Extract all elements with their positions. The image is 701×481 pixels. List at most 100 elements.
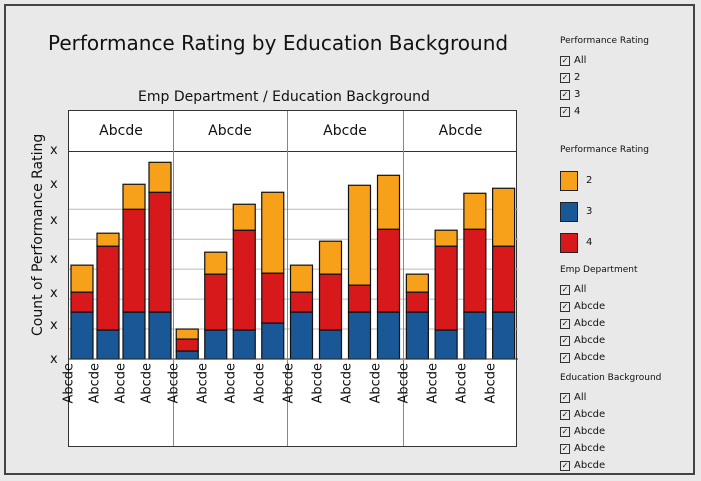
performance-rating-checkbox-item[interactable]: ✓ 2 <box>560 69 649 86</box>
y-tick-label: x <box>50 352 58 367</box>
legend-title: Performance Rating <box>560 145 649 155</box>
emp-department-checkbox-item[interactable]: ✓ Abcde <box>560 332 638 349</box>
panel-header: Abcde <box>208 123 252 139</box>
check-icon[interactable]: ✓ <box>560 409 570 420</box>
check-icon[interactable]: ✓ <box>560 443 570 454</box>
bar-segment-rating-3 <box>347 311 372 360</box>
y-tick-label: x <box>50 143 58 158</box>
bar-segment-rating-2 <box>289 264 314 293</box>
bar-segment-rating-4 <box>261 272 285 324</box>
legend-swatch <box>560 232 578 253</box>
bar-segment-rating-3 <box>232 329 256 360</box>
bar-segment-rating-3 <box>122 311 146 360</box>
bar-segment-rating-4 <box>405 291 429 313</box>
bar-segment-rating-3 <box>318 329 343 360</box>
bar-segment-rating-3 <box>261 322 285 360</box>
bar-segment-rating-3 <box>204 329 228 360</box>
check-icon[interactable]: ✓ <box>560 89 570 100</box>
plot-area: Abcde Abcde Abcde Abcde Abcde Abcde Abcde Abcde… <box>62 110 518 447</box>
category-label: Abcde <box>454 363 470 404</box>
panel-header: Abcde <box>323 123 367 139</box>
check-icon[interactable]: ✓ <box>560 426 570 437</box>
legend-label: 3 <box>586 206 593 217</box>
bar-segment-rating-2 <box>232 203 256 231</box>
education-background-checkbox-item[interactable]: ✓ Abcde <box>560 406 661 423</box>
bar-segment-rating-3 <box>289 311 314 360</box>
x-axis-header: Emp Department / Education Background <box>138 89 430 105</box>
checkbox-label: 3 <box>574 89 581 100</box>
performance-rating-checkbox-item[interactable]: ✓ 3 <box>560 86 649 103</box>
legend-swatch <box>560 170 578 191</box>
check-icon[interactable]: ✓ <box>560 284 570 295</box>
bar-segment-rating-2 <box>175 328 199 340</box>
checkbox-label: Abcde <box>574 318 606 329</box>
emp-department-checkbox-item[interactable]: ✓ All <box>560 281 638 298</box>
header-divider <box>69 151 516 152</box>
emp-department-checkbox-item[interactable]: ✓ Abcde <box>560 349 638 366</box>
bar-segment-rating-2 <box>318 240 343 275</box>
y-tick-label: x <box>50 286 58 301</box>
bar-segment-rating-2 <box>122 183 146 210</box>
check-icon[interactable]: ✓ <box>560 72 570 83</box>
bar-segment-rating-2 <box>70 264 94 293</box>
emp-department-checkbox-item[interactable]: ✓ Abcde <box>560 315 638 332</box>
checkbox-label: All <box>574 392 587 403</box>
chart-title: Performance Rating by Education Backgrou… <box>48 31 509 55</box>
bar-segment-rating-4 <box>122 208 146 313</box>
checkbox-label: Abcde <box>574 335 606 346</box>
bar-segment-rating-2 <box>405 273 429 293</box>
bar-segment-rating-4 <box>70 291 94 313</box>
checkbox-label: Abcde <box>574 301 606 312</box>
bar-segment-rating-2 <box>434 229 458 247</box>
bar-segment-rating-2 <box>347 184 372 286</box>
check-icon[interactable]: ✓ <box>560 460 570 471</box>
category-label: Abcde <box>281 363 297 404</box>
bar-segment-rating-4 <box>204 273 228 331</box>
legend-entry: 4 <box>560 227 649 258</box>
check-icon[interactable]: ✓ <box>560 301 570 312</box>
legend-swatch <box>560 201 578 222</box>
performance-rating-checkbox-item[interactable]: ✓ 4 <box>560 103 649 120</box>
check-icon[interactable]: ✓ <box>560 335 570 346</box>
bar-segment-rating-4 <box>376 228 401 313</box>
emp-department-checkbox-item[interactable]: ✓ Abcde <box>560 298 638 315</box>
bar-segment-rating-2 <box>463 192 487 230</box>
education-background-checkbox-item[interactable]: ✓ Abcde <box>560 457 661 474</box>
checkbox-label: Abcde <box>574 426 606 437</box>
bar-segment-rating-2 <box>492 187 516 247</box>
checkbox-label: Abcde <box>574 409 606 420</box>
check-icon[interactable]: ✓ <box>560 318 570 329</box>
checkbox-label: 2 <box>574 72 581 83</box>
legend-entry: 3 <box>560 196 649 227</box>
legend-emp-department-filter: Emp Department ✓ All ✓ Abcde ✓ Abcde ✓ Abcde ✓ Ab… <box>560 265 638 366</box>
bar-segment-rating-3 <box>175 350 199 360</box>
y-tick-label: x <box>50 177 58 192</box>
performance-rating-checkbox-item[interactable]: ✓ All <box>560 52 649 69</box>
bar-segment-rating-4 <box>232 229 256 331</box>
category-label: Abcde <box>310 363 326 404</box>
checkbox-label: Abcde <box>574 352 606 363</box>
legend-label: 2 <box>586 175 593 186</box>
education-background-checkbox-item[interactable]: ✓ Abcde <box>560 440 661 457</box>
bar-segment-rating-4 <box>96 245 120 331</box>
bar-segment-rating-3 <box>405 311 429 360</box>
check-icon[interactable]: ✓ <box>560 106 570 117</box>
y-tick-label: x <box>50 318 58 333</box>
education-background-checkbox-item[interactable]: ✓ Abcde <box>560 423 661 440</box>
bar-segment-rating-3 <box>96 329 120 360</box>
panel-divider <box>403 111 404 446</box>
checkbox-label: Abcde <box>574 443 606 454</box>
y-axis-label: Count of Performance Rating <box>30 133 46 336</box>
y-tick-label: x <box>50 252 58 267</box>
bar-segment-rating-3 <box>492 311 516 360</box>
bar-segment-rating-4 <box>175 338 199 352</box>
check-icon[interactable]: ✓ <box>560 55 570 66</box>
education-background-checkbox-item[interactable]: ✓ All <box>560 389 661 406</box>
check-icon[interactable]: ✓ <box>560 352 570 363</box>
category-label: Abcde <box>483 363 499 404</box>
legend-education-filter: Education Background ✓ All ✓ Abcde ✓ Abcde ✓ Ab… <box>560 373 661 474</box>
check-icon[interactable]: ✓ <box>560 392 570 403</box>
legend-performance-filter: Performance Rating ✓ All ✓ 2 ✓ 3 ✓ 4 <box>560 36 649 120</box>
panel-header: Abcde <box>438 123 483 139</box>
bar-segment-rating-4 <box>148 191 172 313</box>
